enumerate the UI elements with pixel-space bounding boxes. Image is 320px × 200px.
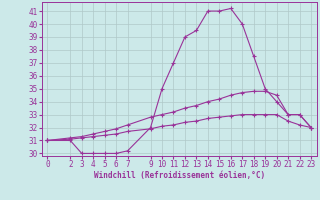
X-axis label: Windchill (Refroidissement éolien,°C): Windchill (Refroidissement éolien,°C): [94, 171, 265, 180]
